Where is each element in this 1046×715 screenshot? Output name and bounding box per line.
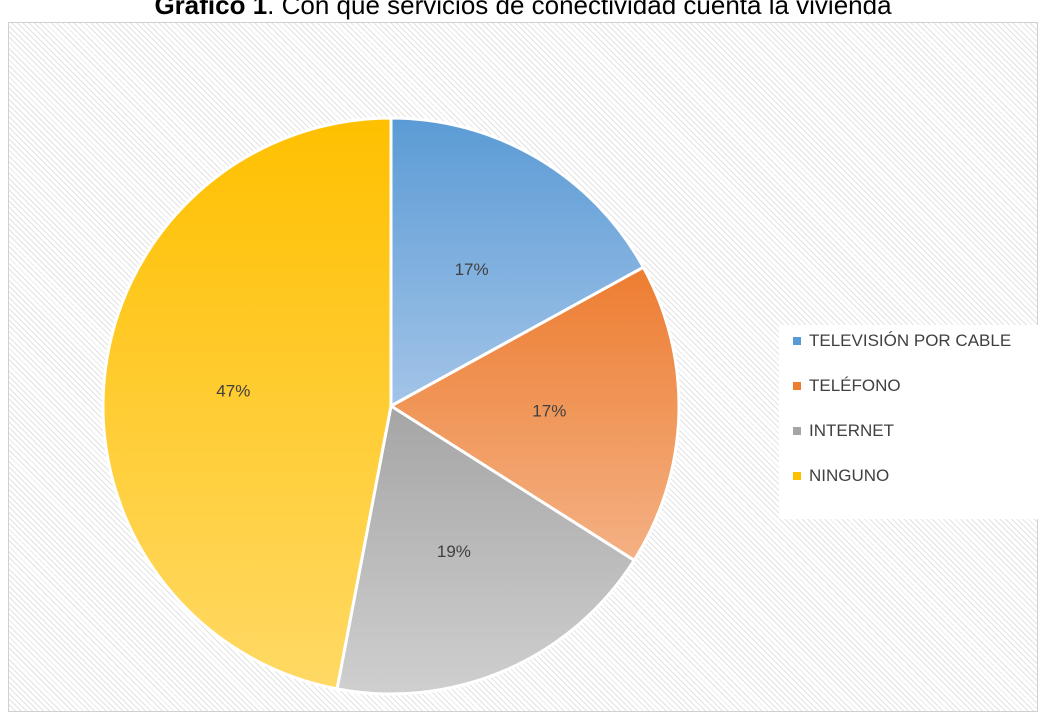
data-label-telefono: 17% (532, 402, 566, 421)
chart-area: 17% 17% 19% 47% TELEVISIÓN POR CABLE TELÉFO… (8, 22, 1041, 712)
data-label-internet: 19% (437, 542, 471, 561)
pie-slice-television-por-cable (389, 116, 645, 408)
legend-swatch-television-por-cable (793, 337, 801, 345)
legend-swatch-ninguno (793, 472, 801, 480)
legend-item-telefono: TELÉFONO (793, 374, 901, 398)
pie-slice-internet (335, 404, 636, 696)
legend-label-television-por-cable: TELEVISIÓN POR CABLE (809, 331, 1012, 350)
pie-slice-telefono (389, 265, 681, 562)
legend: TELEVISIÓN POR CABLE TELÉFONO INTERNET N… (779, 325, 1041, 519)
legend-swatch-telefono (793, 382, 801, 390)
legend-item-television-por-cable: TELEVISIÓN POR CABLE (793, 329, 1011, 353)
data-label-ninguno: 47% (216, 382, 250, 401)
data-label-television-por-cable: 17% (455, 260, 489, 279)
chart-title: Gráfico 1. Con qué servicios de conectiv… (0, 0, 1046, 20)
chart-title-rest: . Con qué servicios de conectividad cuen… (267, 0, 892, 20)
pie-slice-ninguno (101, 116, 393, 691)
chart-title-bold: Gráfico 1 (154, 0, 268, 20)
legend-item-internet: INTERNET (793, 419, 894, 443)
pie-chart: 17% 17% 19% 47% (101, 116, 681, 696)
legend-label-ninguno: NINGUNO (809, 466, 890, 485)
legend-swatch-internet (793, 427, 801, 435)
legend-label-telefono: TELÉFONO (809, 376, 901, 395)
legend-item-ninguno: NINGUNO (793, 464, 889, 488)
legend-label-internet: INTERNET (809, 421, 894, 440)
